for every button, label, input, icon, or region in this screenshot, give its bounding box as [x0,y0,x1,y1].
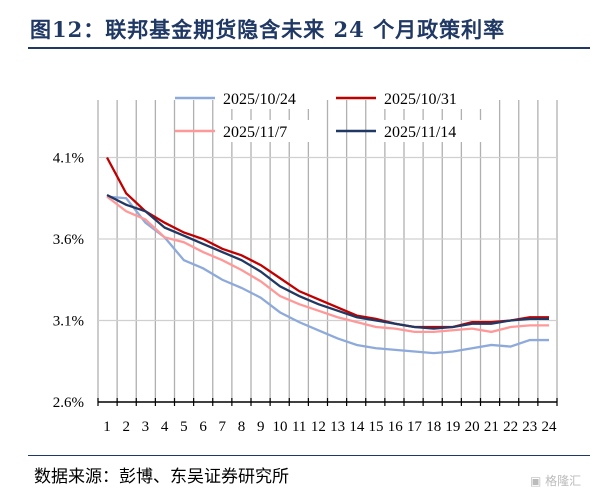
legend-label: 2025/10/31 [384,91,457,108]
legend-bg [219,120,325,142]
title-divider [28,47,590,49]
series-line [106,195,549,355]
series-line [106,195,549,334]
y-tick-label: 2.6% [53,395,84,411]
x-tick-label: 19 [445,419,460,435]
x-tick-label: 10 [272,419,287,435]
x-tick-label: 22 [503,419,518,435]
x-tick-label: 13 [330,419,345,435]
x-tick-label: 7 [219,419,227,435]
x-tick-label: 5 [180,419,188,435]
x-tick-label: 12 [311,419,326,435]
series-line [106,193,549,330]
y-tick-label: 3.6% [53,232,84,248]
x-tick-label: 18 [426,419,441,435]
x-tick-label: 17 [407,419,423,435]
series-line [105,156,549,329]
watermark-text: 格隆汇 [545,474,582,488]
x-tick-label: 6 [199,419,207,435]
footer-divider [28,455,590,456]
legend-bg [380,87,486,109]
x-tick-label: 9 [257,419,265,435]
x-tick-label: 4 [161,419,169,435]
x-tick-label: 15 [369,419,384,435]
x-tick-label: 3 [142,419,150,435]
legend-label: 2025/10/24 [223,91,296,108]
legend-label: 2025/11/14 [384,124,456,141]
x-tick-label: 2 [122,419,130,435]
x-tick-label: 11 [292,419,306,435]
watermark-logo: ▣ 格隆汇 [530,474,582,488]
x-tick-label: 21 [484,419,499,435]
x-tick-label: 20 [465,419,480,435]
x-tick-label: 8 [238,419,246,435]
legend-label: 2025/11/7 [223,124,287,141]
x-tick-label: 1 [103,419,111,435]
x-tick-label: 23 [522,419,537,435]
legend-bg [219,87,325,109]
x-tick-label: 24 [542,419,558,435]
x-tick-label: 14 [349,419,365,435]
y-tick-label: 4.1% [53,151,84,167]
y-tick-label: 3.1% [53,314,84,330]
legend-bg [380,120,486,142]
x-tick-label: 16 [388,419,404,435]
source-note: 数据来源：彭博、东吴证券研究所 [34,467,289,487]
figure-title: 图12：联邦基金期货隐含未来 24 个月政策利率 [30,17,506,42]
